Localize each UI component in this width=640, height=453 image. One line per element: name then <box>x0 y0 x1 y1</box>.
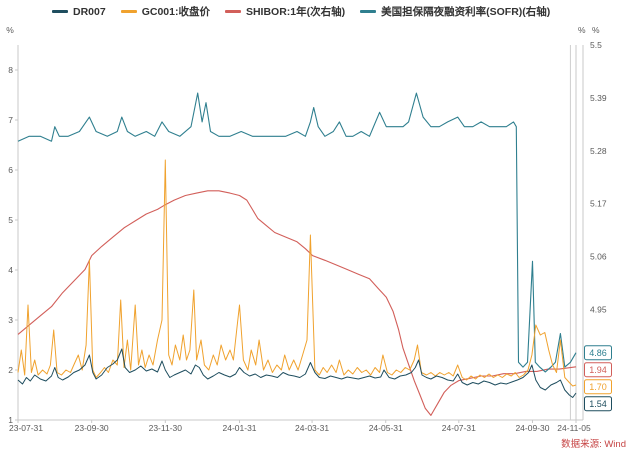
legend-item-shibor1y[interactable]: SHIBOR:1年(次右轴) <box>224 4 346 19</box>
right-axis-tick-label: 5.06 <box>590 252 607 262</box>
legend-label-shibor1y: SHIBOR:1年(次右轴) <box>245 6 346 18</box>
x-axis-tick-label: 23-11-30 <box>149 423 183 433</box>
legend-swatch-gc001 <box>120 10 137 13</box>
legend-item-gc001[interactable]: GC001:收盘价 <box>120 4 210 19</box>
left-axis-tick-label: 2 <box>8 365 13 375</box>
last-value-callout-box-dr007 <box>584 396 612 412</box>
right-axis-unit-label: % <box>592 25 600 35</box>
left-axis-tick-label: 5 <box>8 215 13 225</box>
legend-swatch-shibor1y <box>224 10 241 13</box>
x-axis-tick-label: 24-05-31 <box>369 423 403 433</box>
right-axis-tick-label: 4.95 <box>590 304 607 314</box>
right-axis-tick-label: 5.28 <box>590 146 607 156</box>
x-axis-tick-label: 24-09-30 <box>515 423 549 433</box>
series-line-dr007 <box>17 348 577 398</box>
data-source: 数据来源: Wind <box>561 439 626 450</box>
last-value-callout-box-gc001 <box>584 379 612 395</box>
x-axis-tick-label: 24-07-31 <box>442 423 476 433</box>
right-axis-tick-label: 5.5 <box>590 40 602 50</box>
last-value-callout-sofr: 4.86 <box>589 348 607 358</box>
secondary-right-axis-unit-label: % <box>578 25 586 35</box>
legend-swatch-dr007 <box>52 10 68 13</box>
left-axis-tick-label: 1 <box>8 415 13 425</box>
last-value-callout-dr007: 1.54 <box>589 399 607 409</box>
x-axis-tick-label: 23-09-30 <box>75 423 109 433</box>
right-axis-tick-label: 5.39 <box>590 93 607 103</box>
left-axis-tick-label: 6 <box>8 165 13 175</box>
left-axis-tick-label: 8 <box>8 65 13 75</box>
legend-swatch-sofr <box>360 10 377 13</box>
left-axis-tick-label: 7 <box>8 115 13 125</box>
x-axis-tick-label: 23-07-31 <box>9 423 43 433</box>
series-line-gc001 <box>17 159 577 387</box>
last-value-callout-box-sofr <box>584 345 612 361</box>
right-axis-tick-label: 5.17 <box>590 199 607 209</box>
series-line-sofr <box>17 92 577 373</box>
series-line-shibor1y <box>17 190 577 416</box>
legend-item-dr007[interactable]: DR007 <box>52 6 106 18</box>
legend-label-sofr: 美国担保隔夜融资利率(SOFR)(右轴) <box>381 6 551 18</box>
left-axis-unit-label: % <box>6 25 14 35</box>
legend-item-sofr[interactable]: 美国担保隔夜融资利率(SOFR)(右轴) <box>360 4 550 19</box>
x-axis-tick-label: 24-11-05 <box>557 423 591 433</box>
last-value-callout-gc001: 1.70 <box>589 382 607 392</box>
legend-label-gc001: GC001:收盘价 <box>141 6 210 18</box>
left-axis-tick-label: 3 <box>8 315 13 325</box>
x-axis-tick-label: 24-01-31 <box>223 423 257 433</box>
x-axis-tick-label: 24-03-31 <box>295 423 329 433</box>
legend: DR007 GC001:收盘价 SHIBOR:1年(次右轴) 美国担保隔夜融资利率(S… <box>52 4 550 19</box>
last-value-callout-box-shibor1y <box>584 362 612 378</box>
last-value-callout-shibor1y: 1.94 <box>589 365 607 375</box>
legend-label-dr007: DR007 <box>73 5 106 18</box>
left-axis-tick-label: 4 <box>8 265 13 275</box>
